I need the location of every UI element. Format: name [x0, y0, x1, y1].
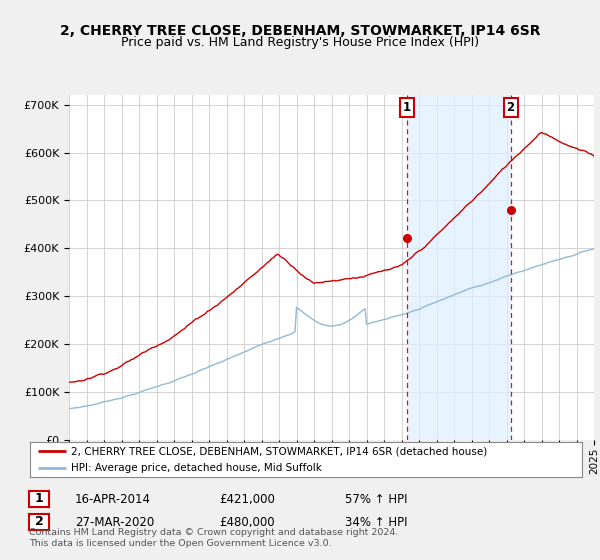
Text: 2: 2	[506, 101, 515, 114]
Text: £421,000: £421,000	[219, 493, 275, 506]
Text: 1: 1	[35, 492, 43, 506]
Text: HPI: Average price, detached house, Mid Suffolk: HPI: Average price, detached house, Mid …	[71, 464, 322, 473]
Text: 2, CHERRY TREE CLOSE, DEBENHAM, STOWMARKET, IP14 6SR: 2, CHERRY TREE CLOSE, DEBENHAM, STOWMARK…	[60, 24, 540, 38]
Text: 34% ↑ HPI: 34% ↑ HPI	[345, 516, 407, 529]
Text: £480,000: £480,000	[219, 516, 275, 529]
Text: Price paid vs. HM Land Registry's House Price Index (HPI): Price paid vs. HM Land Registry's House …	[121, 36, 479, 49]
Text: 2, CHERRY TREE CLOSE, DEBENHAM, STOWMARKET, IP14 6SR (detached house): 2, CHERRY TREE CLOSE, DEBENHAM, STOWMARK…	[71, 446, 488, 456]
Text: 2: 2	[35, 515, 43, 529]
Text: 27-MAR-2020: 27-MAR-2020	[75, 516, 154, 529]
Text: 1: 1	[403, 101, 410, 114]
Text: 57% ↑ HPI: 57% ↑ HPI	[345, 493, 407, 506]
Bar	[407, 95, 511, 440]
Text: 16-APR-2014: 16-APR-2014	[75, 493, 151, 506]
Text: Contains HM Land Registry data © Crown copyright and database right 2024.
This d: Contains HM Land Registry data © Crown c…	[29, 528, 398, 548]
